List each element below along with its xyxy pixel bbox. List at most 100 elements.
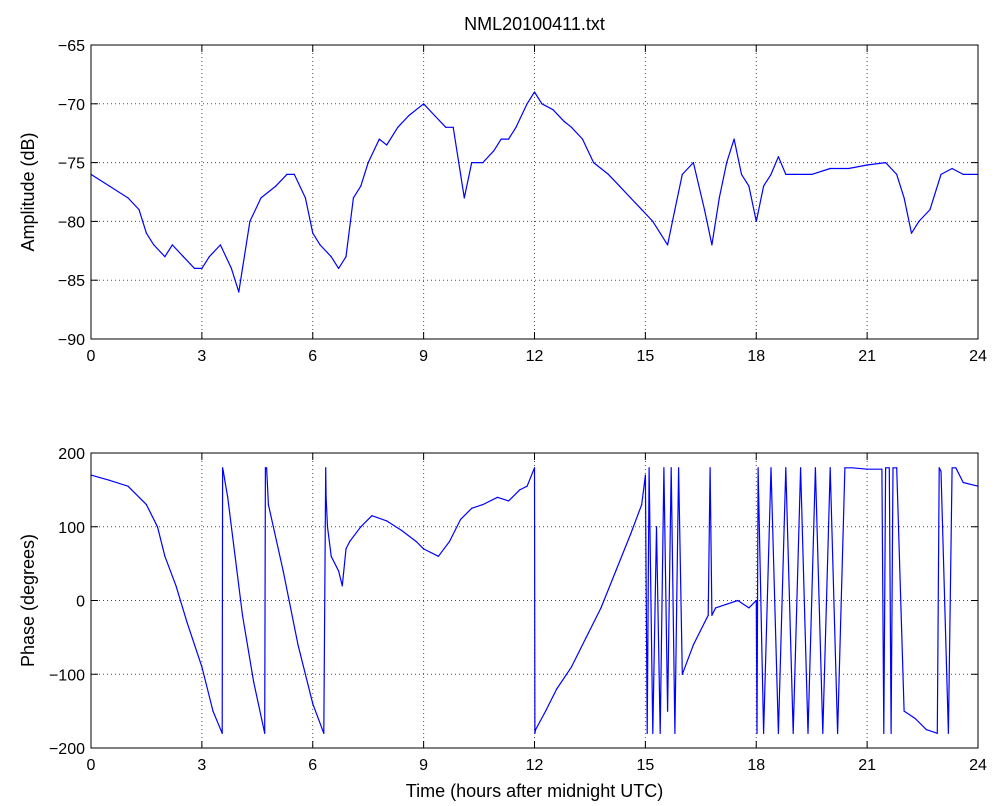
data-point xyxy=(171,244,173,246)
data-point xyxy=(241,614,244,616)
data-point xyxy=(755,220,757,222)
data-point xyxy=(241,267,244,269)
x-tick-label: 24 xyxy=(969,348,987,365)
data-point xyxy=(955,467,957,469)
data-point xyxy=(641,504,643,506)
data-point xyxy=(890,732,892,734)
data-point xyxy=(755,599,757,602)
data-point xyxy=(903,197,905,199)
data-point xyxy=(508,500,510,502)
data-point xyxy=(156,526,159,528)
data-point xyxy=(212,710,214,712)
data-point xyxy=(692,162,695,164)
data-point xyxy=(844,467,846,469)
data-point xyxy=(515,126,517,128)
data-point xyxy=(918,220,920,222)
y-tick-label: −100 xyxy=(49,667,85,684)
data-point xyxy=(493,150,495,152)
data-point xyxy=(940,470,942,472)
data-point xyxy=(947,732,950,734)
data-point xyxy=(896,467,898,469)
phase-axes: 0 3 6 9 12 15 18 21 24 200 100 0 −100 −200 Phase (degr… xyxy=(18,446,987,801)
data-point xyxy=(175,585,177,587)
data-point xyxy=(460,173,462,175)
data-point xyxy=(709,467,711,469)
data-point xyxy=(652,220,654,222)
data-point xyxy=(535,729,537,731)
y-tick-label: 200 xyxy=(58,446,85,463)
data-point xyxy=(397,126,399,128)
amplitude-axes: 0 3 6 9 12 15 18 21 24 −65 −70 −75 −80 −85 −90 NML20100… xyxy=(18,14,987,365)
data-point xyxy=(145,504,147,506)
data-point xyxy=(545,710,547,712)
data-point xyxy=(482,504,484,506)
data-point xyxy=(929,209,931,211)
data-point xyxy=(707,614,709,616)
y-axis-label: Phase (degrees) xyxy=(18,534,38,667)
data-point xyxy=(770,173,772,175)
data-point xyxy=(866,468,868,470)
data-point xyxy=(182,256,184,258)
x-tick-label: 21 xyxy=(858,757,876,774)
data-point xyxy=(238,291,240,293)
data-point xyxy=(108,479,111,481)
data-point xyxy=(659,732,661,734)
data-point xyxy=(338,570,340,572)
data-point xyxy=(330,256,332,258)
data-point xyxy=(792,173,794,175)
x-tick-label: 18 xyxy=(747,348,765,365)
data-point xyxy=(304,197,306,199)
data-point xyxy=(260,197,262,199)
y-tick-label: −75 xyxy=(58,156,85,173)
data-point xyxy=(367,162,369,164)
data-point xyxy=(711,244,713,246)
data-point xyxy=(885,162,887,164)
data-point xyxy=(293,173,295,175)
data-point xyxy=(757,467,759,469)
x-tick-label: 18 xyxy=(747,757,765,774)
data-point xyxy=(264,732,266,734)
data-point xyxy=(570,666,573,668)
data-point xyxy=(748,185,750,187)
data-point xyxy=(667,244,669,246)
data-point xyxy=(726,162,728,164)
data-point xyxy=(885,467,887,469)
data-point xyxy=(681,173,683,175)
data-point xyxy=(164,256,166,258)
y-tick-label: −90 xyxy=(58,332,85,349)
data-point xyxy=(674,732,676,734)
data-point xyxy=(186,622,188,624)
data-point xyxy=(740,173,743,175)
data-point xyxy=(667,710,669,712)
x-tick-label: 3 xyxy=(197,348,206,365)
data-point xyxy=(201,666,203,668)
data-point xyxy=(312,232,314,234)
data-point xyxy=(201,267,203,269)
y-tick-label: −65 xyxy=(58,38,85,55)
data-point xyxy=(951,467,953,469)
data-point xyxy=(437,555,439,557)
data-point xyxy=(936,732,938,734)
y-tick-label: −70 xyxy=(58,97,85,114)
data-point xyxy=(951,167,953,170)
data-point xyxy=(415,540,417,543)
data-point xyxy=(471,507,473,509)
data-point xyxy=(371,515,373,517)
data-point xyxy=(962,481,964,484)
data-point xyxy=(648,467,650,469)
data-point xyxy=(940,173,942,175)
data-point xyxy=(460,518,462,521)
y-tick-label: 0 xyxy=(76,594,85,611)
data-point xyxy=(138,209,140,211)
data-point xyxy=(325,467,327,469)
data-point xyxy=(563,120,565,122)
data-point xyxy=(703,209,706,211)
data-point xyxy=(822,732,824,734)
y-axis-label: Amplitude (dB) xyxy=(18,132,38,251)
data-point xyxy=(452,126,454,128)
data-point xyxy=(400,529,403,532)
data-point xyxy=(234,555,236,557)
data-point xyxy=(519,489,521,491)
data-point xyxy=(715,607,717,609)
